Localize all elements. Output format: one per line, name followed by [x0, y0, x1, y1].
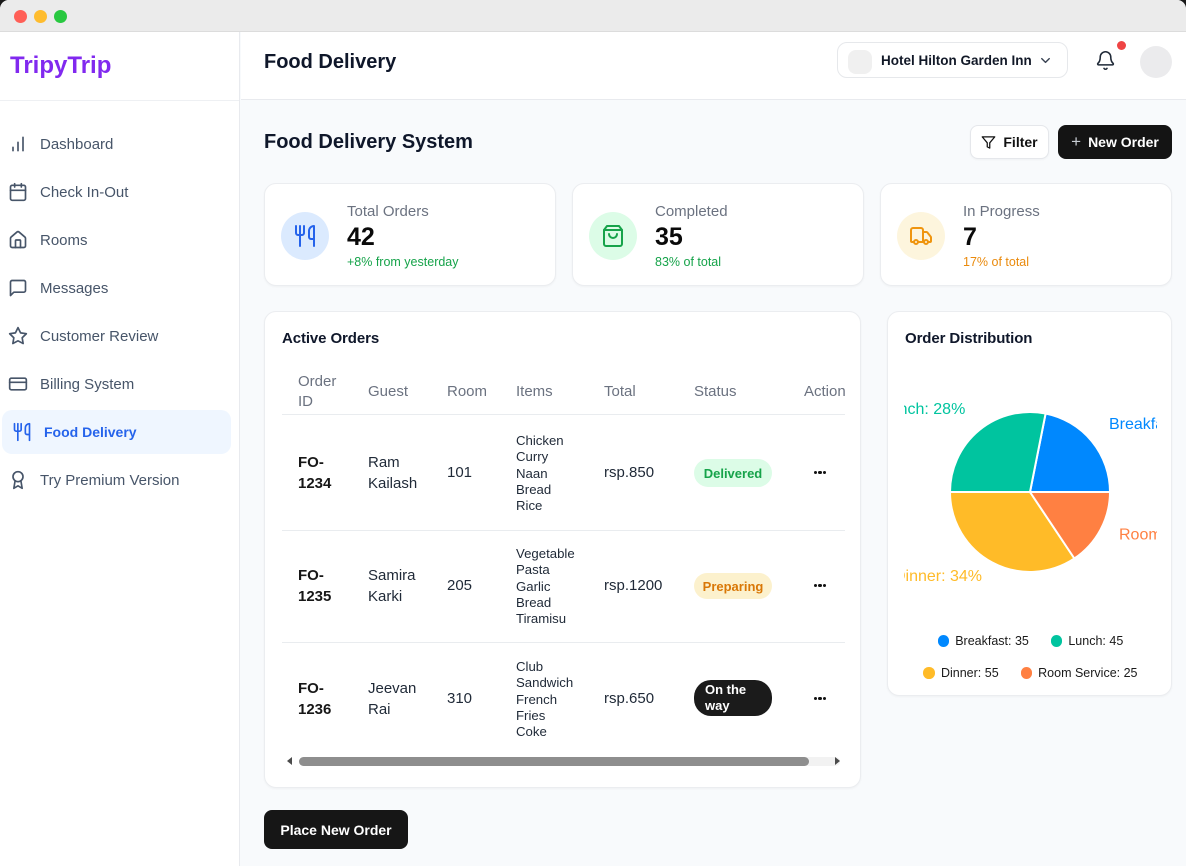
svg-text:Dinner: 34%: Dinner: 34%: [904, 568, 982, 585]
svg-text:Breakfast: 22%: Breakfast: 22%: [1109, 416, 1157, 433]
svg-text:Room Service: 16%: Room Service: 16%: [1119, 527, 1157, 544]
svg-text:Lunch: 28%: Lunch: 28%: [904, 401, 965, 418]
